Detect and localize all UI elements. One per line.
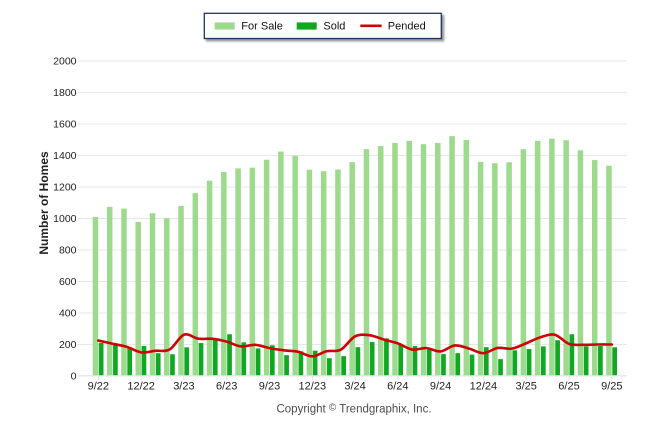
svg-text:For Sale: For Sale [241, 21, 283, 33]
svg-text:0: 0 [71, 371, 77, 383]
svg-text:Sold: Sold [323, 21, 345, 33]
svg-text:800: 800 [59, 245, 77, 257]
svg-text:Copyright © Trendgraphix, Inc.: Copyright © Trendgraphix, Inc. [276, 403, 431, 416]
svg-text:3/23: 3/23 [173, 381, 194, 393]
svg-text:9/23: 9/23 [259, 381, 280, 393]
svg-text:3/25: 3/25 [515, 381, 536, 393]
svg-text:200: 200 [59, 339, 77, 351]
svg-text:1800: 1800 [53, 87, 77, 99]
svg-text:3/24: 3/24 [344, 381, 365, 393]
svg-text:Number of Homes: Number of Homes [37, 151, 51, 255]
svg-text:6/24: 6/24 [387, 381, 408, 393]
svg-text:1600: 1600 [53, 119, 77, 131]
svg-text:12/23: 12/23 [299, 381, 327, 393]
svg-text:1200: 1200 [53, 182, 77, 194]
svg-text:6/25: 6/25 [558, 381, 579, 393]
svg-text:2000: 2000 [53, 56, 77, 68]
svg-text:1400: 1400 [53, 150, 77, 162]
svg-text:9/25: 9/25 [601, 381, 622, 393]
svg-text:6/23: 6/23 [216, 381, 237, 393]
svg-text:400: 400 [59, 308, 77, 320]
svg-text:Pended: Pended [388, 21, 426, 33]
svg-text:9/24: 9/24 [430, 381, 451, 393]
svg-text:1000: 1000 [53, 213, 77, 225]
svg-text:9/22: 9/22 [88, 381, 109, 393]
svg-text:12/24: 12/24 [470, 381, 498, 393]
svg-text:12/22: 12/22 [127, 381, 155, 393]
svg-text:600: 600 [59, 276, 77, 288]
